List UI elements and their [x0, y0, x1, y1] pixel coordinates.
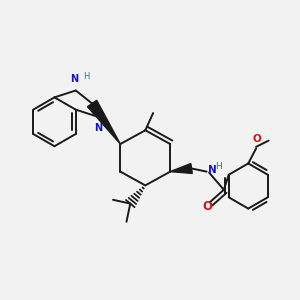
Text: O: O	[202, 200, 212, 213]
Text: H: H	[83, 72, 89, 81]
Text: N: N	[70, 74, 78, 84]
Text: N: N	[208, 165, 217, 175]
Text: O: O	[252, 134, 261, 144]
Text: N: N	[94, 123, 103, 133]
Polygon shape	[170, 164, 192, 173]
Polygon shape	[87, 100, 120, 144]
Text: H: H	[215, 162, 221, 171]
